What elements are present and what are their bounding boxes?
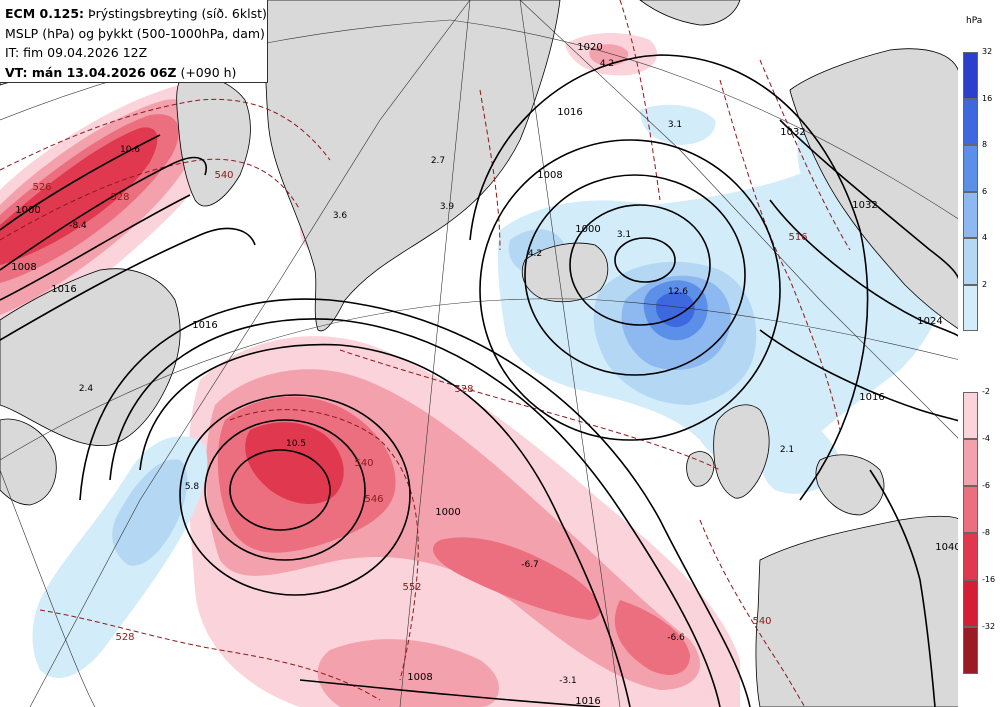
scandinavia <box>789 48 961 331</box>
legend-swatch <box>963 284 978 331</box>
graticule <box>0 0 961 707</box>
pressure-change-label: 10.6 <box>120 145 140 155</box>
thickness-label: 540 <box>752 616 771 627</box>
isobar-label: 1016 <box>557 107 582 118</box>
pressure-change-label: 3.9 <box>440 202 455 212</box>
land <box>0 0 961 707</box>
isobar-label: 1016 <box>51 284 76 295</box>
legend-swatch <box>963 627 978 674</box>
isobar-label: 1020 <box>577 42 602 53</box>
legend-tick-label: 2 <box>982 279 988 289</box>
isobar-label: 1008 <box>11 262 36 273</box>
labrador <box>0 268 181 447</box>
isobars <box>0 54 961 707</box>
legend-swatch <box>963 145 978 192</box>
thickness-label: 552 <box>402 582 421 593</box>
isobar-label: 1032 <box>852 200 877 211</box>
great-britain <box>713 404 770 499</box>
pressure-change-label: -6.6 <box>667 633 685 643</box>
pressure-change-label: 2.1 <box>780 445 794 455</box>
legend-unit: hPa <box>966 16 983 26</box>
legend-swatch <box>963 238 978 285</box>
pressure-change-label: 3.1 <box>668 120 682 130</box>
thickness-label: 540 <box>214 170 233 181</box>
isobar-label: 1008 <box>537 170 562 181</box>
legend-tick-label: -16 <box>982 575 996 584</box>
product-title: Þrýstingsbreyting (síð. 6klst) <box>88 6 267 21</box>
thickness-label: 526 <box>32 182 51 193</box>
legend-swatch <box>963 486 978 533</box>
init-time: IT: fim 09.04.2026 12Z <box>5 45 148 60</box>
isobar-label: 1040 <box>935 542 960 553</box>
pressure-change-label: 12.6 <box>668 287 688 297</box>
legend-swatch <box>963 439 978 486</box>
forecast-hour: (+090 h) <box>180 64 237 80</box>
isobar-label: 1016 <box>575 696 600 707</box>
pressure-change-label: 3.1 <box>617 230 631 240</box>
pressure-change-label: -3.1 <box>559 676 577 686</box>
legend-tick-label: 4 <box>982 233 988 242</box>
color-legend: hPa 32 16 8 6 4 2 -2 -4 -6 -8 -16 -32 <box>958 0 1000 707</box>
pressure-change-label: -8.4 <box>69 221 87 231</box>
legend-swatch <box>963 52 978 99</box>
isobar-label: 1000 <box>15 205 40 216</box>
isobar-label: 1000 <box>435 507 460 518</box>
thickness-label: 528 <box>454 384 473 395</box>
baffin-island <box>176 75 251 207</box>
thickness-label: 546 <box>364 494 383 505</box>
legend-swatch <box>963 580 978 627</box>
pressure-change-label: 4.2 <box>528 249 542 259</box>
pressure-change-label: 5.8 <box>185 482 200 492</box>
isobar-label: 1016 <box>859 392 884 403</box>
thickness-labels: 528 540 546 552 528 540 526 540 528 516 <box>32 170 807 643</box>
pressure-change-label: 2.7 <box>431 156 445 166</box>
legend-tick-label: -2 <box>982 387 990 396</box>
legend-tick-label: 32 <box>982 47 993 56</box>
legend-swatch <box>963 533 978 580</box>
pressure-change-label: 2.4 <box>79 384 94 394</box>
isobar-label: 1000 <box>575 224 600 235</box>
thickness-label: 528 <box>110 192 129 203</box>
isobar-label: 1032 <box>780 127 805 138</box>
legend-tick-label: -4 <box>982 434 990 443</box>
value-labels: 10.6 -8.4 2.4 10.5 5.8 -6.7 -6.6 -3.1 4.2 3.1 2.7 3… <box>69 59 794 686</box>
isobar-label: 1008 <box>407 672 432 683</box>
denmark <box>815 454 885 516</box>
legend-swatch <box>963 392 978 439</box>
pressure-change-label: 3.6 <box>333 211 348 221</box>
title-line: ECM 0.125: Þrýstingsbreyting (síð. 6klst… <box>5 4 267 24</box>
legend-swatch <box>963 191 978 238</box>
model-name: ECM 0.125: <box>5 6 85 21</box>
legend-tick-label: -8 <box>982 528 990 537</box>
legend-tick-label: -32 <box>982 622 996 631</box>
thickness-label: 516 <box>788 232 807 243</box>
pressure-rise-shading <box>32 104 951 679</box>
pressure-change-label: 4.2 <box>600 59 614 69</box>
isobar-label: 1024 <box>917 316 942 327</box>
isobar-label: 1016 <box>192 320 217 331</box>
valid-time: VT: mán 13.04.2026 06Z <box>5 64 177 80</box>
newfoundland <box>0 418 57 506</box>
greenland <box>264 0 561 332</box>
legend-tick-label: 8 <box>982 140 988 149</box>
pressure-change-label: 10.5 <box>286 439 306 449</box>
legend-swatch <box>963 98 978 145</box>
legend-tick-label: 16 <box>982 93 993 103</box>
isobar-labels: 1016 1020 1016 1008 1000 1000 1008 1016 1016 1024… <box>11 42 960 707</box>
legend-tick-label: 6 <box>982 186 988 196</box>
pressure-change-label: -6.7 <box>521 560 539 570</box>
valid-time-line: VT: mán 13.04.2026 06Z (+090 h) <box>5 63 262 83</box>
thickness-label: 528 <box>115 632 134 643</box>
thickness-label: 540 <box>354 458 373 469</box>
svalbard <box>639 0 741 26</box>
fields-line: MSLP (hPa) og þykkt (500-1000hPa, dam) <box>5 25 265 41</box>
map-info-box: ECM 0.125: Þrýstingsbreyting (síð. 6klst… <box>0 0 268 83</box>
legend-tick-label: -6 <box>982 481 990 490</box>
iceland <box>521 242 609 303</box>
ireland <box>686 451 715 487</box>
